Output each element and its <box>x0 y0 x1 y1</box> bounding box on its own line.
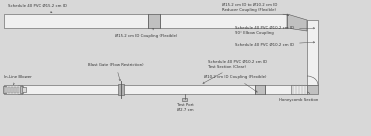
Bar <box>14 86 16 92</box>
Bar <box>307 20 318 85</box>
Bar <box>4 14 287 28</box>
Text: In-Line Blower: In-Line Blower <box>4 75 32 85</box>
Text: Ø10.2 cm ID Coupling (Flexible): Ø10.2 cm ID Coupling (Flexible) <box>204 75 266 92</box>
Text: Test Port
Ø2.7 cm: Test Port Ø2.7 cm <box>177 103 193 112</box>
Text: Honeycomb Section: Honeycomb Section <box>279 98 319 102</box>
Text: Schedule 40 PVC Ø15.2 cm ID: Schedule 40 PVC Ø15.2 cm ID <box>8 4 67 13</box>
Text: Schedule 40 PVC Ø10.2 cm ID: Schedule 40 PVC Ø10.2 cm ID <box>235 41 315 47</box>
Bar <box>118 84 124 95</box>
Text: Ø15.2 cm ID to Ø10.2 cm ID
Reducer Coupling (Flexible): Ø15.2 cm ID to Ø10.2 cm ID Reducer Coupl… <box>222 3 289 16</box>
Bar <box>4 85 22 94</box>
Bar <box>22 87 26 92</box>
Polygon shape <box>287 14 307 31</box>
Bar <box>18 85 307 94</box>
Bar <box>291 85 307 94</box>
Bar <box>183 98 187 101</box>
Bar <box>307 85 318 94</box>
Text: Schedule 40 PVC Ø10.2 cm ID
Test Section (Clear): Schedule 40 PVC Ø10.2 cm ID Test Section… <box>203 60 267 83</box>
Bar <box>5 86 7 92</box>
Bar <box>11 86 13 92</box>
Text: Blast Gate (Flow Restriction): Blast Gate (Flow Restriction) <box>88 63 144 81</box>
Text: Ø15.2 cm ID Coupling (Flexible): Ø15.2 cm ID Coupling (Flexible) <box>115 28 177 38</box>
Bar <box>20 86 23 93</box>
Bar <box>17 86 20 92</box>
Bar <box>8 86 10 92</box>
Bar <box>148 14 160 28</box>
Bar <box>3 86 6 93</box>
Bar <box>255 85 265 94</box>
Text: Schedule 40 PVC Ø10.2 cm ID
90° Elbow Coupling: Schedule 40 PVC Ø10.2 cm ID 90° Elbow Co… <box>235 26 315 35</box>
